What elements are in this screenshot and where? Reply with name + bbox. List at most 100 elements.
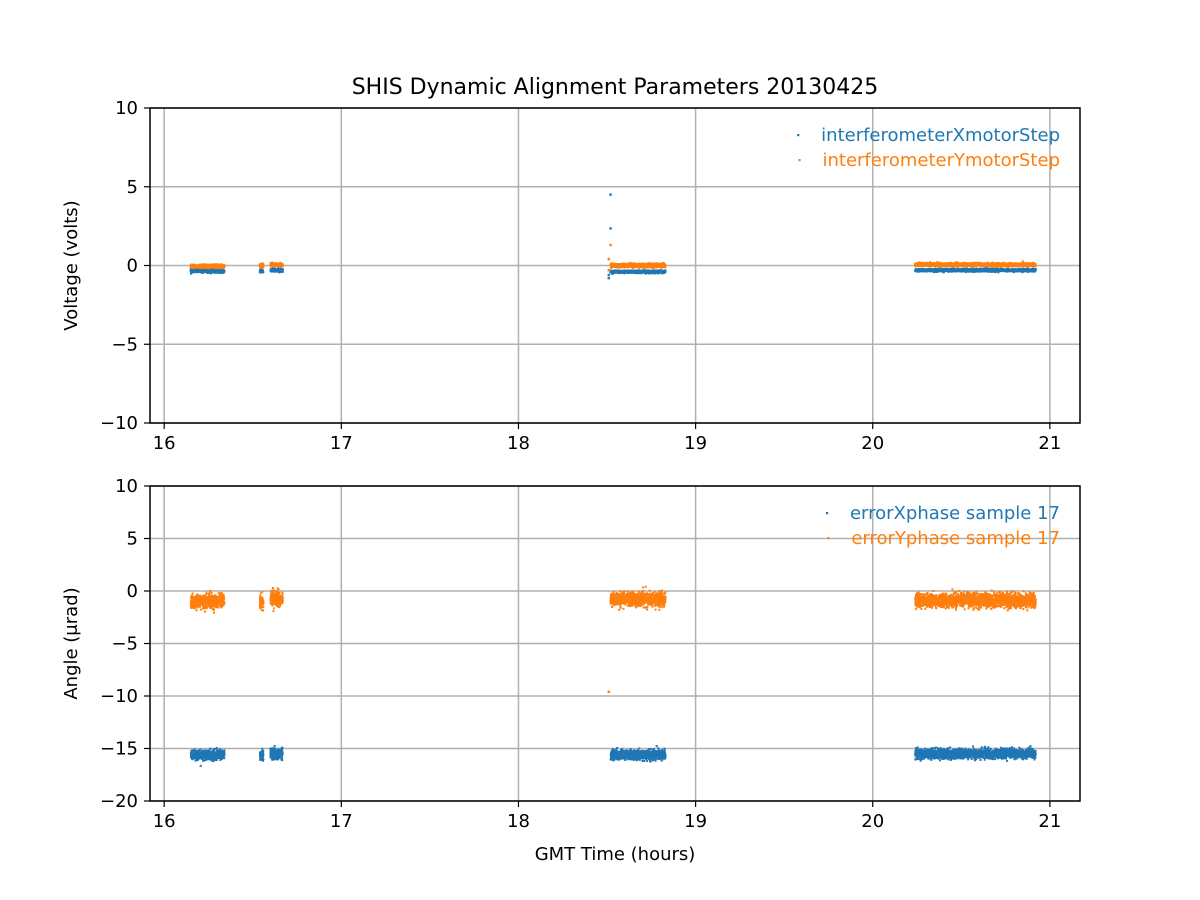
data-point	[259, 263, 262, 266]
data-point	[1000, 270, 1003, 272]
data-point	[277, 264, 280, 267]
data-point	[278, 270, 281, 273]
data-point	[943, 268, 946, 271]
data-point	[202, 268, 205, 271]
data-point	[931, 269, 934, 272]
data-point	[1010, 268, 1013, 271]
data-point	[273, 263, 276, 266]
data-point	[958, 269, 961, 272]
outlier-point	[609, 193, 612, 196]
data-point	[219, 272, 222, 275]
data-point	[1021, 269, 1024, 272]
figure-title: SHIS Dynamic Alignment Parameters 201304…	[352, 75, 879, 100]
data-point	[219, 266, 222, 269]
data-point	[1003, 269, 1006, 272]
data-point	[945, 268, 948, 271]
data-point	[609, 271, 612, 274]
data-point	[973, 268, 976, 271]
data-point	[651, 270, 654, 273]
data-point	[275, 270, 278, 273]
data-point	[642, 271, 645, 274]
data-point	[271, 263, 274, 266]
data-point	[630, 269, 633, 272]
data-point	[197, 268, 200, 271]
data-point	[970, 270, 973, 273]
data-point	[922, 268, 925, 271]
data-point	[207, 265, 210, 268]
data-point	[920, 269, 923, 272]
data-point	[195, 270, 198, 273]
data-point	[199, 265, 202, 268]
data-point	[191, 266, 194, 269]
data-point	[279, 268, 282, 271]
data-point	[259, 271, 262, 274]
data-point	[206, 269, 209, 272]
data-point	[202, 266, 205, 269]
data-point	[281, 264, 284, 267]
data-point	[1007, 269, 1010, 272]
data-point	[1001, 269, 1004, 272]
data-point	[628, 270, 631, 273]
data-point	[654, 269, 657, 272]
data-point	[657, 270, 660, 273]
data-point	[936, 269, 939, 272]
data-point	[277, 262, 280, 265]
data-point	[982, 269, 985, 272]
data-point	[271, 266, 274, 269]
data-point	[261, 262, 264, 265]
data-point	[280, 270, 283, 273]
series-1-points	[189, 243, 1037, 272]
data-point	[972, 270, 975, 273]
data-point	[989, 268, 992, 271]
data-point	[635, 270, 638, 273]
data-point	[1022, 270, 1025, 273]
series-0-points	[189, 193, 1037, 280]
data-point	[221, 271, 224, 274]
data-point	[270, 268, 273, 271]
data-point	[276, 264, 279, 267]
data-point	[218, 265, 221, 268]
plot-area	[189, 193, 1037, 280]
data-point	[937, 269, 940, 272]
data-point	[953, 268, 956, 271]
data-point	[210, 268, 213, 271]
data-point	[1012, 268, 1015, 271]
data-point	[925, 269, 928, 272]
data-point	[649, 272, 652, 275]
data-point	[259, 264, 262, 267]
data-point	[189, 265, 192, 268]
data-point	[998, 268, 1001, 271]
data-point	[199, 269, 202, 272]
data-point	[200, 265, 203, 268]
data-point	[647, 270, 650, 273]
data-point	[219, 270, 222, 273]
data-point	[195, 265, 198, 268]
data-point	[1016, 269, 1019, 272]
data-point	[622, 269, 625, 272]
data-point	[990, 267, 993, 270]
data-point	[914, 269, 917, 272]
data-point	[614, 270, 617, 273]
data-point	[271, 261, 274, 264]
data-point	[972, 268, 975, 271]
data-point	[946, 269, 949, 272]
data-point	[969, 268, 972, 271]
data-point	[919, 269, 922, 272]
data-point	[260, 268, 263, 271]
data-point	[956, 268, 959, 271]
data-point	[635, 271, 638, 274]
data-point	[917, 269, 920, 272]
data-point	[190, 271, 193, 274]
data-point	[975, 270, 978, 273]
data-point	[623, 271, 626, 274]
data-point	[643, 270, 646, 273]
data-point	[260, 271, 263, 274]
data-point	[958, 267, 961, 270]
data-point	[194, 264, 197, 267]
data-point	[208, 269, 211, 272]
data-point	[218, 268, 221, 271]
data-point	[922, 269, 925, 272]
data-point	[1032, 267, 1035, 270]
data-point	[202, 270, 205, 273]
